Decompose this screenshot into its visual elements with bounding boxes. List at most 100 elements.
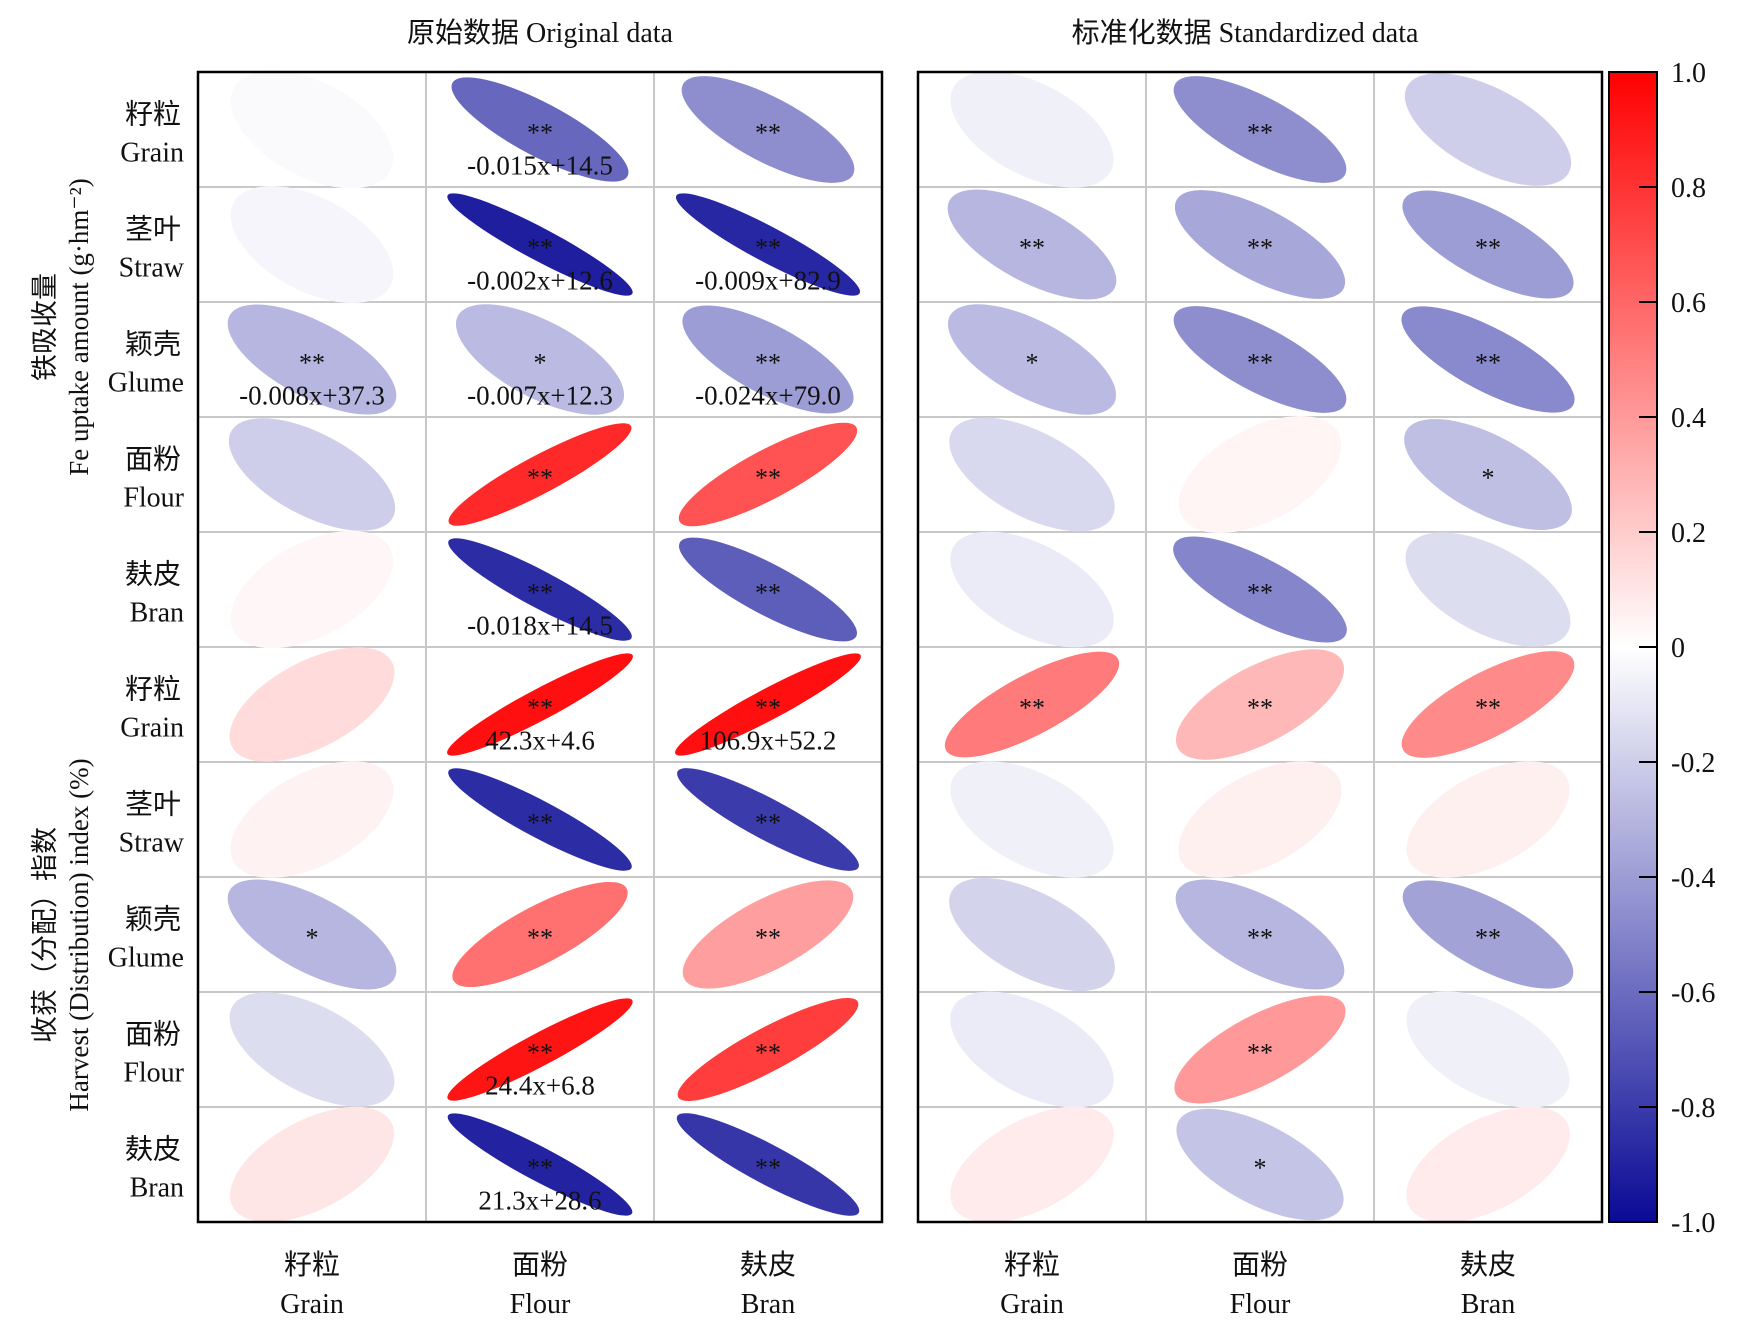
colorbar-tick-label: 0.8 bbox=[1671, 173, 1706, 204]
row-label-en: Straw bbox=[119, 828, 185, 859]
row-group-fe-uptake-label: 铁吸收量 Fe uptake amount (g·hm⁻²) bbox=[30, 178, 94, 476]
correlation-ellipse bbox=[1406, 761, 1570, 878]
correlation-ellipse bbox=[447, 653, 633, 756]
correlation-ellipse bbox=[227, 879, 397, 990]
correlation-ellipse bbox=[447, 1113, 633, 1216]
significance-marker: ** bbox=[755, 1154, 781, 1183]
row-label-zh: 颖壳 bbox=[125, 329, 181, 361]
correlation-ellipse bbox=[1401, 306, 1575, 413]
significance-marker: ** bbox=[755, 1039, 781, 1068]
row-label-en: Grain bbox=[120, 713, 184, 744]
significance-marker: * bbox=[1254, 1154, 1267, 1183]
correlation-ellipse bbox=[1401, 651, 1575, 758]
correlation-ellipse bbox=[677, 998, 859, 1101]
regression-equation: -0.015x+14.5 bbox=[467, 151, 613, 181]
panel-title-original: 原始数据 Original data bbox=[407, 17, 674, 49]
row-group-harvest-index-label: 收获（分配）指数 Harvest (Distribution) index (%… bbox=[30, 758, 94, 1111]
correlation-ellipse bbox=[1173, 76, 1347, 183]
significance-marker: ** bbox=[299, 349, 325, 378]
significance-marker: ** bbox=[1247, 1039, 1273, 1068]
significance-marker: ** bbox=[1247, 924, 1273, 953]
significance-marker: ** bbox=[755, 464, 781, 493]
column-label-en: Flour bbox=[510, 1289, 571, 1320]
significance-marker: ** bbox=[755, 694, 781, 723]
significance-marker: ** bbox=[1247, 349, 1273, 378]
significance-marker: ** bbox=[527, 464, 553, 493]
significance-marker: ** bbox=[527, 234, 553, 263]
regression-equation: 106.9x+52.2 bbox=[700, 726, 837, 756]
correlation-ellipse bbox=[947, 304, 1117, 415]
significance-marker: ** bbox=[755, 234, 781, 263]
correlation-ellipse bbox=[229, 992, 395, 1107]
column-label-en: Flour bbox=[1230, 1289, 1291, 1320]
colorbar-tick-label: -0.6 bbox=[1671, 978, 1715, 1009]
row-label-zh: 茎叶 bbox=[125, 214, 181, 246]
regression-equation: -0.002x+12.6 bbox=[467, 266, 613, 296]
correlation-ellipse bbox=[676, 1113, 860, 1216]
row-label-en: Bran bbox=[130, 598, 184, 629]
significance-marker: ** bbox=[527, 924, 553, 953]
row-label-zh: 颖壳 bbox=[125, 904, 181, 936]
correlation-ellipse bbox=[1405, 532, 1571, 647]
significance-marker: ** bbox=[527, 694, 553, 723]
column-label-zh: 麸皮 bbox=[740, 1249, 796, 1281]
correlation-ellipse bbox=[944, 651, 1120, 758]
correlation-ellipse bbox=[230, 185, 394, 304]
correlation-ellipse bbox=[950, 71, 1114, 188]
correlation-ellipse bbox=[681, 76, 855, 183]
correlation-ellipse bbox=[1406, 991, 1570, 1108]
row-label-en: Glume bbox=[108, 368, 184, 399]
correlation-ellipse bbox=[1174, 995, 1346, 1104]
correlation-ellipse bbox=[451, 77, 629, 182]
row-label-en: Flour bbox=[123, 1058, 184, 1089]
regression-equation: -0.009x+82.9 bbox=[695, 266, 841, 296]
colorbar-tick-label: 0.4 bbox=[1671, 403, 1706, 434]
significance-marker: * bbox=[534, 349, 547, 378]
colorbar-tick-label: 0.2 bbox=[1671, 518, 1706, 549]
row-label-zh: 茎叶 bbox=[125, 789, 181, 821]
significance-marker: * bbox=[1026, 349, 1039, 378]
row-label-en: Flour bbox=[123, 483, 184, 514]
significance-marker: ** bbox=[1475, 924, 1501, 953]
column-label-en: Bran bbox=[741, 1289, 795, 1320]
correlation-ellipse bbox=[675, 653, 861, 756]
column-label-zh: 籽粒 bbox=[1004, 1249, 1060, 1281]
significance-marker: ** bbox=[527, 809, 553, 838]
colorbar-tick-label: 1.0 bbox=[1671, 58, 1706, 89]
row-label-zh: 面粉 bbox=[125, 1019, 181, 1051]
significance-marker: ** bbox=[1247, 694, 1273, 723]
row-label-zh: 麸皮 bbox=[125, 559, 181, 591]
colorbar-tick-label: 0 bbox=[1671, 633, 1685, 664]
correlation-ellipse bbox=[448, 423, 632, 526]
significance-marker: ** bbox=[1247, 234, 1273, 263]
regression-equation: 21.3x+28.6 bbox=[478, 1186, 601, 1216]
correlation-ellipse bbox=[1404, 73, 1572, 186]
row-label-zh: 籽粒 bbox=[125, 674, 181, 706]
regression-equation: 24.4x+6.8 bbox=[485, 1071, 595, 1101]
panel-frame bbox=[916, 70, 1604, 1224]
correlation-ellipse bbox=[1175, 649, 1345, 760]
correlation-ellipse bbox=[1178, 761, 1342, 878]
column-label-zh: 面粉 bbox=[1232, 1249, 1288, 1281]
correlation-ellipse bbox=[678, 422, 858, 527]
panel-title-standardized: 标准化数据 Standardized data bbox=[1072, 17, 1419, 49]
correlation-ellipse bbox=[228, 418, 396, 531]
correlation-ellipse bbox=[1173, 536, 1347, 643]
correlation-ellipse bbox=[1178, 415, 1342, 534]
correlation-ellipse bbox=[1406, 1106, 1570, 1223]
significance-marker: ** bbox=[755, 119, 781, 148]
colorbar-tick-label: 0.6 bbox=[1671, 288, 1706, 319]
correlation-ellipse bbox=[230, 530, 394, 649]
row-label-en: Glume bbox=[108, 943, 184, 974]
correlation-ellipse bbox=[230, 761, 394, 878]
significance-marker: ** bbox=[527, 1154, 553, 1183]
row-label-en: Straw bbox=[119, 253, 185, 284]
correlation-ellipse bbox=[679, 537, 857, 642]
correlation-ellipse bbox=[1176, 1108, 1344, 1221]
column-label-zh: 麸皮 bbox=[1460, 1249, 1516, 1281]
column-label-zh: 面粉 bbox=[512, 1249, 568, 1281]
significance-marker: ** bbox=[1475, 349, 1501, 378]
significance-marker: ** bbox=[1475, 694, 1501, 723]
column-label-en: Grain bbox=[1000, 1289, 1064, 1320]
